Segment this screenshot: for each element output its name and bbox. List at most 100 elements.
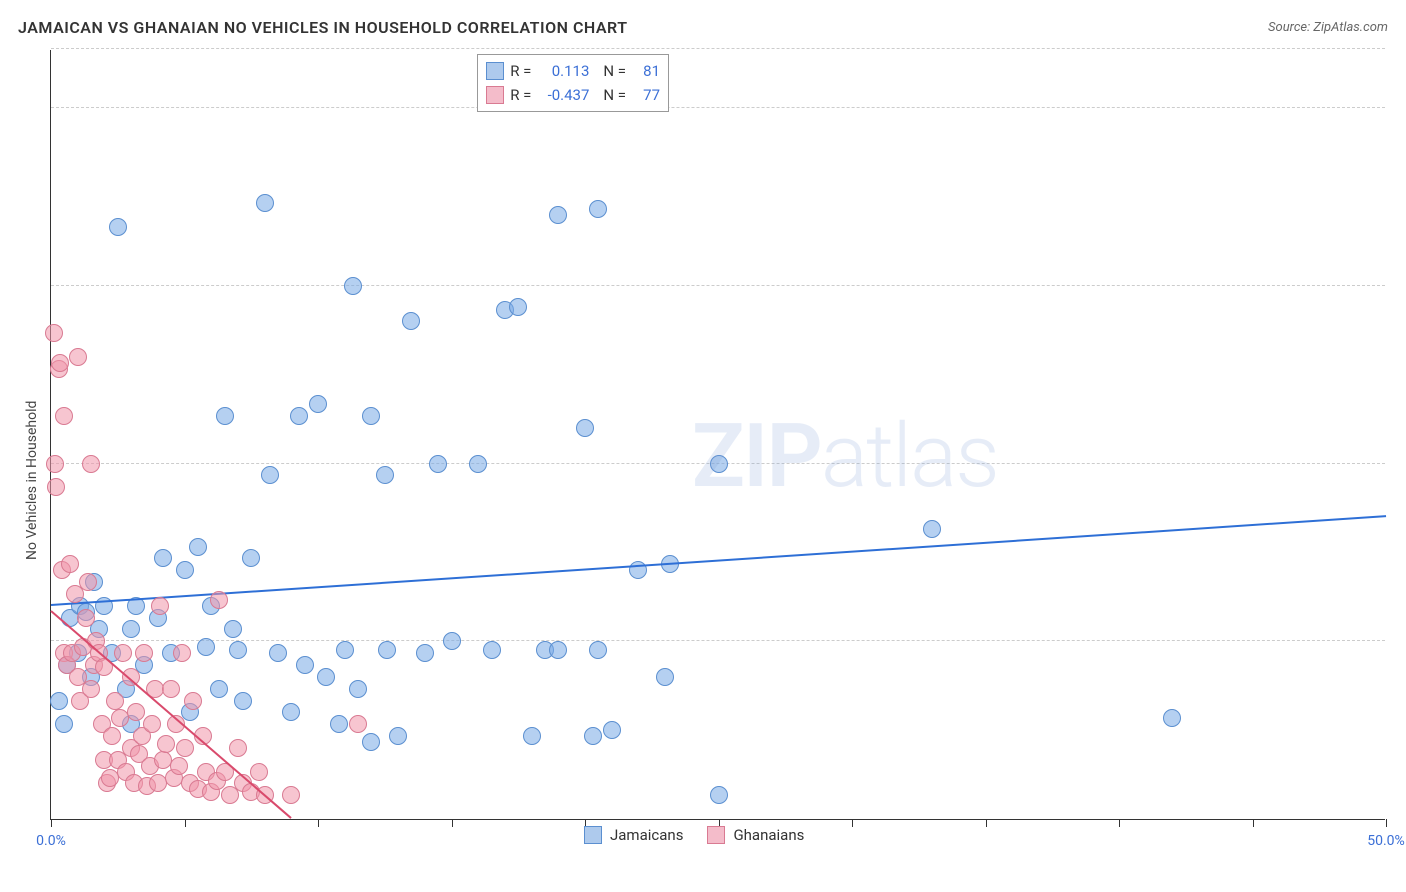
x-tick: [852, 819, 853, 827]
legend-row: R =0.113N =81: [486, 59, 660, 83]
gridline: [51, 640, 1385, 641]
data-point: [77, 609, 95, 627]
data-point: [584, 727, 602, 745]
chart-title: JAMAICAN VS GHANAIAN NO VEHICLES IN HOUS…: [18, 18, 628, 37]
data-point: [656, 668, 674, 686]
data-point: [82, 680, 100, 698]
x-tick-label: 50.0%: [1367, 833, 1405, 849]
data-point: [109, 218, 127, 236]
data-point: [82, 455, 100, 473]
legend-label: Jamaicans: [610, 826, 683, 844]
data-point: [45, 324, 63, 342]
data-point: [603, 721, 621, 739]
data-point: [234, 692, 252, 710]
data-point: [157, 735, 175, 753]
legend-n-label: N =: [603, 59, 626, 83]
data-point: [256, 194, 274, 212]
legend-n-label: N =: [603, 83, 626, 107]
data-point: [162, 680, 180, 698]
data-point: [114, 644, 132, 662]
data-point: [216, 407, 234, 425]
x-tick: [986, 819, 987, 827]
data-point: [710, 786, 728, 804]
data-point: [389, 727, 407, 745]
data-point: [184, 692, 202, 710]
data-point: [483, 641, 501, 659]
data-point: [290, 407, 308, 425]
legend-item: Jamaicans: [584, 826, 683, 844]
data-point: [1163, 709, 1181, 727]
gridline: [51, 285, 1385, 286]
data-point: [197, 638, 215, 656]
data-point: [362, 733, 380, 751]
y-axis-label: No Vehicles in Household: [24, 401, 40, 560]
data-point: [589, 200, 607, 218]
data-point: [170, 757, 188, 775]
plot-area: 15.0%30.0%45.0%60.0%0.0%50.0%ZIPatlas: [50, 50, 1385, 820]
correlation-legend: R =0.113N =81R =-0.437N =77: [477, 54, 669, 112]
legend-row: R =-0.437N =77: [486, 83, 660, 107]
data-point: [296, 656, 314, 674]
source-label: Source: ZipAtlas.com: [1268, 20, 1388, 35]
data-point: [176, 561, 194, 579]
data-point: [103, 727, 121, 745]
data-point: [349, 680, 367, 698]
data-point: [189, 538, 207, 556]
data-point: [269, 644, 287, 662]
data-point: [242, 549, 260, 567]
data-point: [122, 668, 140, 686]
legend-swatch: [707, 826, 725, 844]
data-point: [106, 692, 124, 710]
data-point: [55, 715, 73, 733]
data-point: [576, 419, 594, 437]
data-point: [154, 549, 172, 567]
data-point: [51, 354, 69, 372]
x-tick-label: 0.0%: [36, 833, 66, 849]
data-point: [210, 591, 228, 609]
legend-n-value: 81: [632, 59, 660, 83]
data-point: [549, 206, 567, 224]
data-point: [378, 641, 396, 659]
data-point: [523, 727, 541, 745]
data-point: [79, 573, 97, 591]
x-tick: [452, 819, 453, 827]
data-point: [589, 641, 607, 659]
data-point: [61, 555, 79, 573]
gridline: [51, 107, 1385, 108]
data-point: [229, 641, 247, 659]
x-tick: [1386, 819, 1387, 827]
data-point: [210, 680, 228, 698]
data-point: [416, 644, 434, 662]
data-point: [309, 395, 327, 413]
data-point: [429, 455, 447, 473]
data-point: [710, 455, 728, 473]
legend-n-value: 77: [632, 83, 660, 107]
data-point: [330, 715, 348, 733]
legend-r-label: R =: [510, 59, 531, 83]
data-point: [282, 703, 300, 721]
legend-swatch: [486, 62, 504, 80]
data-point: [443, 632, 461, 650]
data-point: [122, 620, 140, 638]
data-point: [135, 644, 153, 662]
data-point: [509, 298, 527, 316]
data-point: [402, 312, 420, 330]
data-point: [923, 520, 941, 538]
data-point: [469, 455, 487, 473]
data-point: [336, 641, 354, 659]
data-point: [173, 644, 191, 662]
data-point: [549, 641, 567, 659]
data-point: [50, 692, 68, 710]
data-point: [55, 407, 73, 425]
legend-swatch: [486, 86, 504, 104]
data-point: [127, 703, 145, 721]
x-tick: [1119, 819, 1120, 827]
data-point: [282, 786, 300, 804]
data-point: [224, 620, 242, 638]
data-point: [376, 466, 394, 484]
legend-swatch: [584, 826, 602, 844]
data-point: [176, 739, 194, 757]
x-tick: [51, 819, 52, 827]
legend-item: Ghanaians: [707, 826, 804, 844]
data-point: [229, 739, 247, 757]
